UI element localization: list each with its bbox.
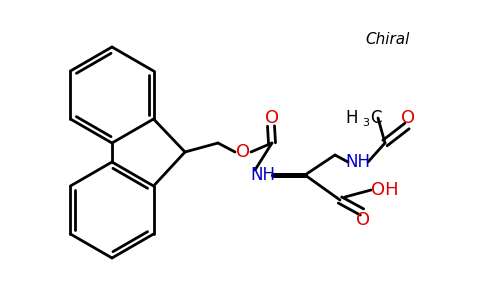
Text: O: O bbox=[236, 143, 250, 161]
Text: O: O bbox=[401, 109, 415, 127]
Text: OH: OH bbox=[371, 181, 399, 199]
Text: H: H bbox=[346, 109, 358, 127]
Text: Chiral: Chiral bbox=[366, 32, 410, 47]
Text: C: C bbox=[370, 109, 381, 127]
Text: NH: NH bbox=[346, 153, 370, 171]
Text: O: O bbox=[265, 109, 279, 127]
Text: O: O bbox=[356, 211, 370, 229]
Text: NH: NH bbox=[251, 166, 275, 184]
Text: 3: 3 bbox=[362, 118, 369, 128]
